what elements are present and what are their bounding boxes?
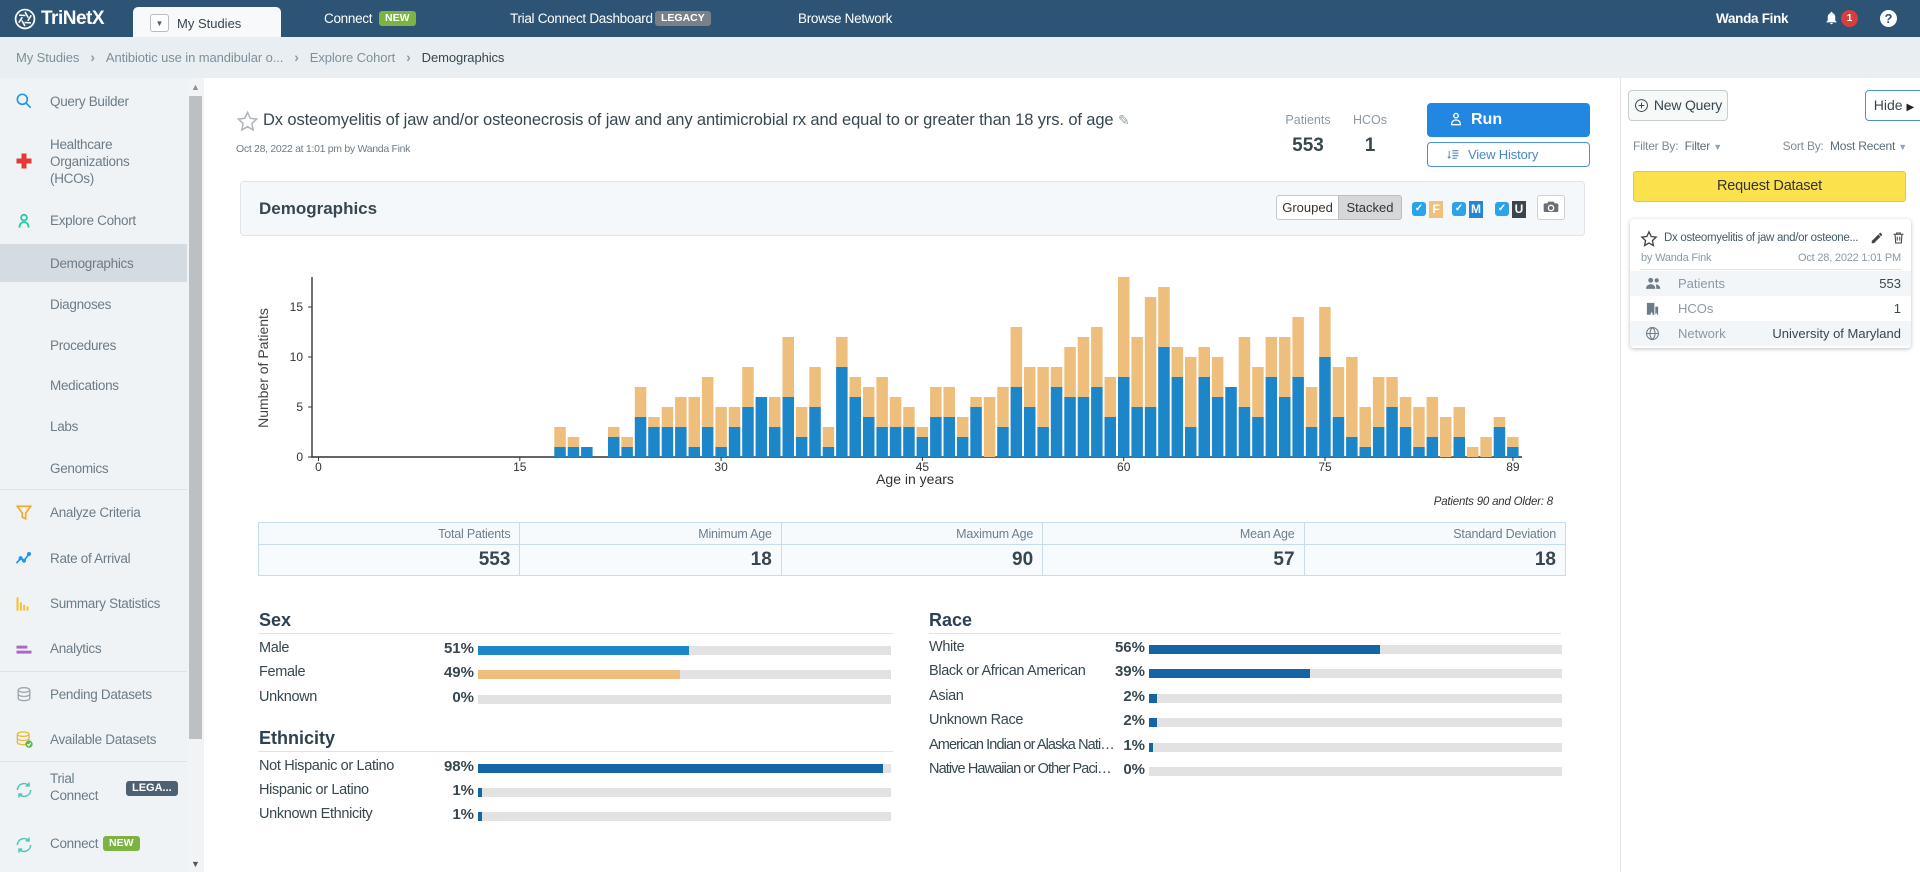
svg-text:Age in years: Age in years	[876, 471, 954, 487]
svg-text:75: 75	[1318, 460, 1332, 474]
svg-text:60: 60	[1117, 460, 1131, 474]
svg-text:30: 30	[714, 460, 728, 474]
svg-text:Number of Patients: Number of Patients	[255, 308, 271, 428]
svg-text:0: 0	[296, 450, 303, 464]
svg-text:5: 5	[296, 400, 303, 414]
svg-text:10: 10	[290, 350, 304, 364]
svg-text:45: 45	[916, 460, 930, 474]
svg-text:15: 15	[513, 460, 527, 474]
svg-text:89: 89	[1506, 460, 1520, 474]
svg-text:15: 15	[290, 300, 304, 314]
svg-text:0: 0	[315, 460, 322, 474]
